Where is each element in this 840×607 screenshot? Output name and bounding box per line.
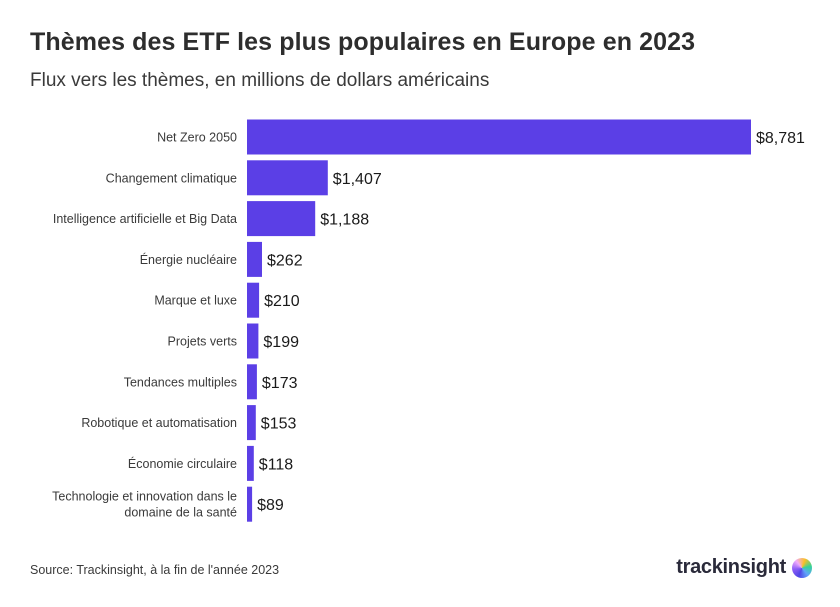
category-label-2: Changement climatique bbox=[106, 171, 237, 185]
value-label-1: $8,781 bbox=[756, 130, 805, 147]
bar-6 bbox=[247, 323, 259, 359]
value-label-5: $210 bbox=[264, 293, 300, 310]
bar-8 bbox=[247, 405, 256, 441]
chart-title: Thèmes des ETF les plus populaires en Eu… bbox=[30, 28, 696, 56]
value-label-7: $173 bbox=[262, 375, 298, 392]
source-note: Source: Trackinsight, à la fin de l'anné… bbox=[30, 563, 280, 577]
bar-4 bbox=[247, 241, 262, 277]
value-label-9: $118 bbox=[259, 456, 294, 473]
category-label-1: Net Zero 2050 bbox=[157, 131, 237, 145]
bar-3 bbox=[247, 201, 316, 237]
bar-7 bbox=[247, 364, 257, 400]
value-label-2: $1,407 bbox=[333, 171, 382, 188]
category-label-5: Marque et luxe bbox=[154, 294, 237, 308]
category-label-3: Intelligence artificielle et Big Data bbox=[53, 212, 237, 226]
category-label-6: Projets verts bbox=[168, 335, 237, 349]
category-label-7: Tendances multiples bbox=[124, 375, 237, 389]
value-label-6: $199 bbox=[263, 334, 299, 351]
value-label-10: $89 bbox=[257, 497, 284, 514]
value-label-8: $153 bbox=[261, 416, 297, 433]
category-label-10-line-1: Technologie et innovation dans le bbox=[52, 490, 237, 504]
chart-subtitle: Flux vers les thèmes, en millions de dol… bbox=[30, 70, 490, 91]
category-label-4: Énergie nucléaire bbox=[140, 252, 237, 267]
brand-name: trackinsight bbox=[676, 556, 786, 578]
category-label-10-line-2: domaine de la santé bbox=[124, 506, 237, 520]
brand: trackinsight bbox=[676, 556, 812, 579]
bar-2 bbox=[247, 160, 328, 196]
bar-9 bbox=[247, 445, 254, 481]
value-label-3: $1,188 bbox=[320, 212, 369, 229]
bar-10 bbox=[247, 486, 253, 522]
bar-5 bbox=[247, 282, 260, 318]
category-label-8: Robotique et automatisation bbox=[81, 416, 237, 430]
bar-chart: $8,781 Net Zero 2050 $1,407 Changement clim… bbox=[52, 119, 805, 522]
category-label-9: Économie circulaire bbox=[128, 456, 237, 471]
trackinsight-logo-icon bbox=[792, 557, 812, 578]
value-label-4: $262 bbox=[267, 252, 303, 269]
bar-1 bbox=[247, 119, 751, 155]
